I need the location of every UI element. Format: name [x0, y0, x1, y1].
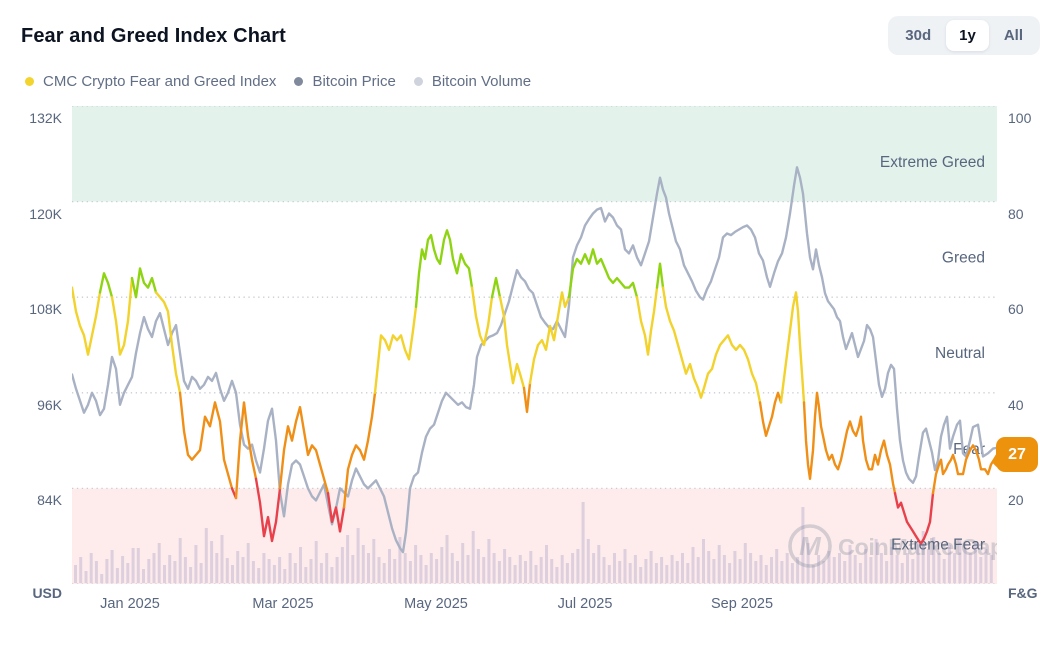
svg-text:Extreme Greed: Extreme Greed: [880, 154, 985, 171]
y-axis-usd-tick: 108K: [29, 301, 62, 318]
y-axis-fng-tick: 80: [1008, 205, 1024, 222]
legend-item-fng[interactable]: CMC Crypto Fear and Greed Index: [25, 73, 276, 90]
chart-legend: CMC Crypto Fear and Greed Index Bitcoin …: [25, 73, 531, 90]
legend-item-bitcoin-volume[interactable]: Bitcoin Volume: [413, 73, 532, 90]
y-axis-usd-tick: 120K: [29, 205, 62, 222]
legend-label: Bitcoin Price: [312, 73, 396, 90]
y-axis-fng-tick: 100: [1008, 110, 1032, 126]
svg-text:Greed: Greed: [942, 250, 985, 267]
y-axis-fng-unit: F&G: [1008, 585, 1038, 601]
range-button-all[interactable]: All: [991, 20, 1036, 51]
legend-item-bitcoin-price[interactable]: Bitcoin Price: [294, 73, 396, 90]
svg-text:Neutral: Neutral: [935, 345, 985, 362]
svg-text:M: M: [799, 531, 822, 561]
x-axis-month-label: May 2025: [404, 596, 468, 612]
y-axis-usd-tick: 96K: [37, 396, 62, 413]
range-button-1y[interactable]: 1y: [946, 20, 989, 51]
page-title: Fear and Greed Index Chart: [21, 25, 286, 47]
fng-legend-dot-icon: [25, 77, 34, 86]
x-axis-month-label: Sep 2025: [710, 596, 774, 612]
y-axis-usd-unit: USD: [32, 585, 62, 601]
x-axis-month-label: Mar 2025: [252, 596, 314, 612]
range-switcher: 30d 1y All: [888, 16, 1040, 55]
svg-text:Extreme Fear: Extreme Fear: [891, 536, 985, 553]
x-axis-month-label: Jan 2025: [100, 596, 160, 612]
y-axis-usd-tick: 84K: [37, 492, 62, 509]
y-axis-fng-tick: 60: [1008, 301, 1024, 318]
legend-label: CMC Crypto Fear and Greed Index: [43, 73, 277, 90]
x-axis-month-label: Jul 2025: [557, 596, 613, 612]
range-button-30d[interactable]: 30d: [892, 20, 944, 51]
bitcoin-volume-legend-dot-icon: [413, 77, 423, 86]
y-axis-fng-tick: 40: [1008, 396, 1024, 413]
bitcoin-price-legend-dot-icon: [294, 77, 304, 86]
current-fng-value-badge: 27: [996, 437, 1038, 472]
legend-label: Bitcoin Volume: [431, 73, 532, 90]
y-axis-fng-tick: 20: [1008, 492, 1024, 509]
y-axis-usd-tick: 132K: [29, 110, 62, 126]
